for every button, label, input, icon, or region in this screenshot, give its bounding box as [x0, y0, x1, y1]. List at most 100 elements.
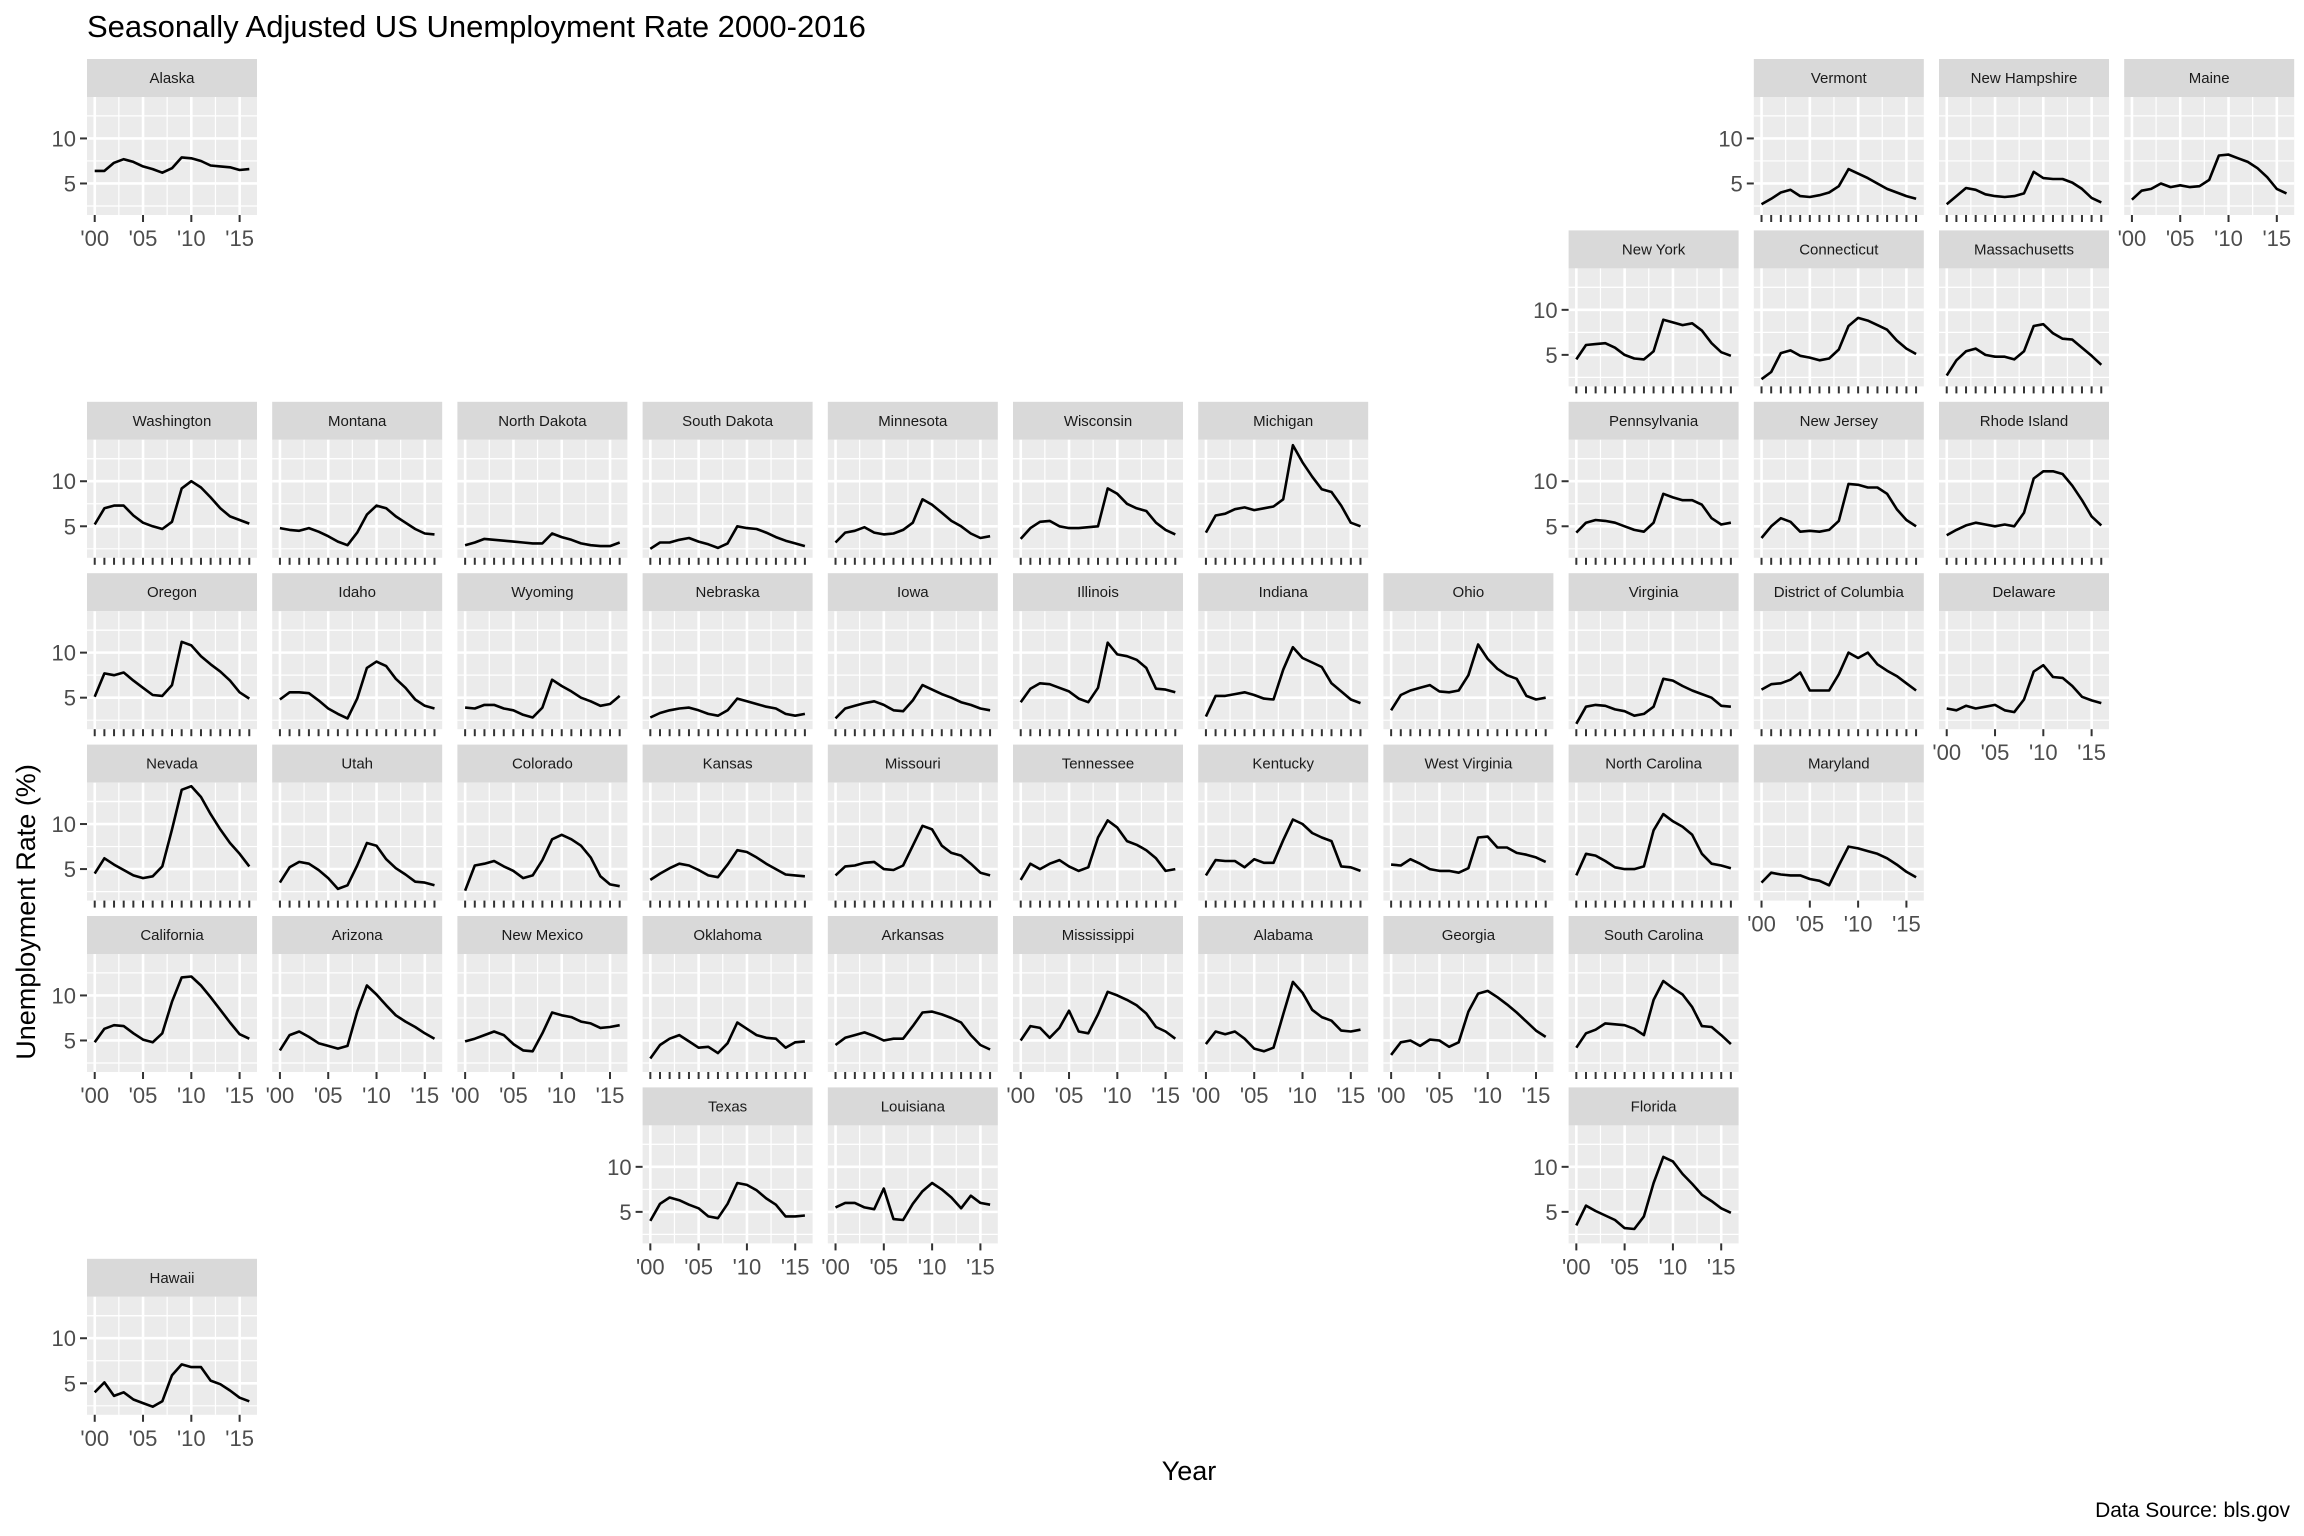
series-line — [1019, 487, 1176, 540]
facet-strip-label: Alaska — [149, 70, 195, 87]
x-tick-label: '00 — [1932, 740, 1961, 765]
facet-strip-label: Missouri — [885, 756, 941, 773]
panel-background — [827, 611, 998, 730]
series-line — [1204, 443, 1361, 534]
facet-strip-label: Michigan — [1253, 413, 1313, 430]
x-tick-label: '00 — [451, 1083, 480, 1108]
facet-panel: Ohio — [1383, 573, 1554, 737]
x-tick-label: '10 — [177, 1426, 206, 1451]
panel-background — [457, 611, 628, 730]
facet-panel: New Jersey — [1753, 401, 1924, 565]
facet-panel: Alaska 5 10 '00 '05 '10 '15 — [52, 59, 257, 251]
x-tick-label: '05 — [1240, 1083, 1269, 1108]
series-line — [94, 156, 250, 174]
series-line — [834, 824, 991, 877]
facet-strip — [1568, 916, 1739, 954]
x-tick-label: '10 — [547, 1083, 576, 1108]
facet-panel: Oregon 5 10 — [52, 573, 257, 737]
series-line — [1019, 819, 1176, 881]
y-tick-label: 5 — [619, 1200, 631, 1225]
y-tick-label: 10 — [52, 469, 76, 494]
panel-background — [1939, 611, 2109, 730]
series-line — [279, 660, 435, 720]
series-line — [93, 784, 251, 880]
x-tick-label: '10 — [362, 1083, 391, 1108]
panel-background — [1753, 268, 1924, 387]
y-tick-label: 5 — [1545, 1200, 1557, 1225]
series-line — [464, 1011, 620, 1053]
facet-panel: Arkansas — [827, 916, 998, 1079]
y-tick-label: 10 — [1533, 298, 1557, 323]
x-tick-label: '15 — [966, 1254, 995, 1279]
series-line — [1390, 835, 1547, 875]
x-tick-label: '05 — [129, 226, 158, 251]
facet-strip — [1939, 230, 2109, 269]
panel-background — [272, 611, 443, 730]
facet-strip — [1198, 573, 1369, 612]
facet-strip-label: Vermont — [1811, 70, 1868, 87]
facet-panel: Pennsylvania 5 10 — [1533, 401, 1739, 565]
panel-background — [1753, 439, 1924, 558]
facet-panel: Michigan — [1198, 401, 1369, 565]
facet-strip — [457, 401, 628, 440]
x-tick-label: '10 — [1103, 1083, 1132, 1108]
facet-strip-label: Ohio — [1453, 584, 1485, 601]
facet-strip-label: New Jersey — [1800, 413, 1879, 430]
facet-strip-label: New York — [1622, 241, 1686, 258]
facet-strip — [1939, 59, 2109, 97]
panel-background — [457, 954, 628, 1072]
series-line — [93, 640, 251, 700]
facet-strip — [272, 573, 443, 612]
facet-strip-label: Idaho — [338, 584, 376, 601]
panel-background — [1939, 268, 2109, 387]
facet-strip — [87, 59, 257, 97]
facet-strip-label: North Dakota — [498, 413, 587, 430]
facet-strip — [1568, 230, 1739, 269]
facet-strip-label: Rhode Island — [1980, 413, 2068, 430]
panel-background — [1568, 782, 1739, 901]
panel-background — [1753, 782, 1924, 901]
facet-panel: Maryland '00 '05 '10 '15 — [1747, 744, 1924, 937]
y-tick-label: 5 — [64, 857, 76, 882]
facet-strip — [272, 401, 443, 440]
facet-strip — [1013, 916, 1183, 954]
facet-strip — [827, 1087, 998, 1126]
x-tick-label: '15 — [2262, 226, 2291, 251]
series-line — [1760, 167, 1917, 206]
facet-panel: Wyoming — [457, 573, 628, 737]
facet-panel: Rhode Island — [1939, 401, 2109, 565]
facet-panel: Louisiana '00 '05 '10 '15 — [821, 1087, 998, 1279]
x-tick-label: '00 — [1192, 1083, 1221, 1108]
facet-panel: Iowa — [827, 573, 998, 737]
facet-panel: Nebraska — [642, 573, 813, 737]
y-tick-label: 10 — [52, 1326, 76, 1351]
x-tick-label: '00 — [266, 1083, 295, 1108]
x-tick-label: '15 — [225, 1083, 254, 1108]
facet-strip — [1013, 744, 1183, 783]
x-tick-label: '10 — [1288, 1083, 1317, 1108]
panel-background — [827, 439, 998, 558]
y-tick-label: 5 — [1731, 171, 1743, 196]
x-tick-label: '15 — [410, 1083, 439, 1108]
facet-strip — [1198, 744, 1369, 783]
x-tick-label: '00 — [821, 1254, 850, 1279]
facet-strip-label: Hawaii — [149, 1270, 194, 1287]
y-tick-label: 5 — [1545, 514, 1557, 539]
facet-strip — [1383, 573, 1554, 612]
y-tick-label: 10 — [1533, 469, 1557, 494]
series-line — [1019, 990, 1177, 1042]
facet-strip-label: Nebraska — [695, 584, 760, 601]
facet-strip-label: Nevada — [146, 756, 198, 773]
series-line — [93, 975, 250, 1044]
facet-panel: Washington 5 10 — [52, 401, 257, 565]
series-line — [93, 479, 250, 531]
facet-strip — [1198, 401, 1369, 440]
x-tick-label: '15 — [225, 1426, 254, 1451]
x-tick-label: '00 — [80, 226, 109, 251]
facet-strip — [827, 573, 998, 612]
facet-strip-label: West Virginia — [1424, 756, 1512, 773]
series-line — [834, 1010, 991, 1051]
facet-strip — [1383, 744, 1554, 783]
facet-strip — [827, 401, 998, 440]
series-line — [1390, 989, 1547, 1056]
